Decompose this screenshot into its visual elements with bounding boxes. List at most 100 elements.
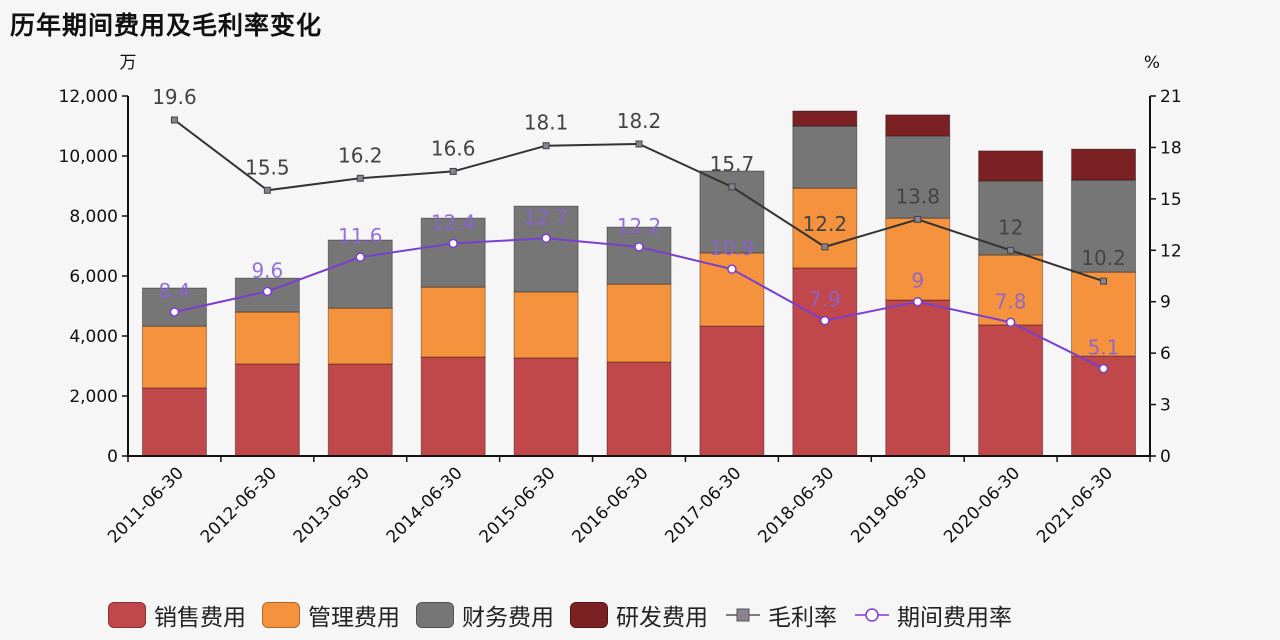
bar-segment [420,286,486,358]
bar-segment [606,361,672,457]
bar-segment [885,299,951,457]
legend-label: 财务费用 [462,605,554,631]
bar-segment [513,357,579,457]
bar-segment [141,387,207,457]
expense-rate-marker [1098,363,1109,374]
gross-margin-label: 15.5 [245,155,290,179]
gross-margin-marker [170,116,178,124]
legend-label: 期间费用率 [897,605,1012,631]
legend-square-marker-icon [724,602,762,628]
gross-margin-label: 10.2 [1081,246,1126,270]
legend-label: 销售费用 [154,605,246,631]
legend-item[interactable]: 研发费用 [570,598,708,632]
gross-margin-label: 12 [998,215,1023,239]
bar-segment [792,187,858,269]
gross-margin-marker [1100,277,1108,285]
bar-segment [513,205,579,293]
y-tick-label: 0 [107,447,118,467]
expense-rate-marker [1005,317,1016,328]
expense-rate-label: 12.7 [524,205,569,229]
bar-segment [1071,271,1137,357]
expense-rate-label: 12.4 [431,210,476,234]
bar-segment [978,150,1044,182]
x-tick-label: 2015-06-30 [476,463,560,547]
legend-label: 研发费用 [616,605,708,631]
bar-segment [234,363,300,457]
y2-tick-label: 12 [1160,241,1182,261]
y2-tick-label: 9 [1160,293,1171,313]
chart-legend: 销售费用 管理费用 财务费用 研发费用 毛利率 期间费用率 [108,598,1028,632]
y-tick-label: 2,000 [69,387,118,407]
x-tick-label: 2021-06-30 [1033,463,1117,547]
y2-tick-label: 6 [1160,344,1171,364]
legend-circle-marker-icon [853,602,891,628]
chart-title: 历年期间费用及毛利率变化 [10,11,323,40]
x-tick-label: 2012-06-30 [197,463,281,547]
expense-rate-label: 10.9 [710,236,755,260]
y-tick-label: 12,000 [59,87,118,107]
bar-segment [234,311,300,365]
y2-tick-label: 0 [1160,447,1171,467]
expense-rate-marker [820,315,830,326]
bar-segment [792,110,858,127]
bar-segment [699,252,765,327]
bar-segment [699,325,765,457]
legend-item[interactable]: 毛利率 [724,598,837,632]
expense-rate-marker [912,296,923,307]
expense-rate-marker [355,252,366,262]
expense-rate-marker [634,242,644,252]
bar-segment [606,226,672,285]
legend-item[interactable]: 销售费用 [108,598,246,632]
bar-segment [792,125,858,189]
bar-segment [1071,148,1137,181]
gross-margin-marker [449,167,457,175]
bar-segment [978,324,1044,457]
legend-label: 毛利率 [768,605,837,631]
legend-swatch-icon [108,602,146,628]
bar-segment [420,356,486,457]
y-tick-label: 4,000 [69,327,118,347]
legend-swatch-icon [262,602,300,628]
expense-rate-label: 12.2 [617,214,662,238]
expense-rate-label: 11.6 [338,224,383,248]
expense-rate-label: 8.4 [159,279,191,303]
y-tick-label: 10,000 [59,147,118,167]
expense-rate-label: 5.1 [1088,336,1120,360]
expense-rate-marker [727,264,737,274]
legend-swatch-icon [416,602,454,628]
x-tick-label: 2019-06-30 [847,463,931,547]
legend-item[interactable]: 期间费用率 [853,598,1012,632]
legend-item[interactable]: 财务费用 [416,598,554,632]
bar-segment [420,217,486,288]
bar-segment [327,363,393,457]
bar-segment [792,267,858,457]
x-tick-label: 2020-06-30 [940,463,1024,547]
x-tick-label: 2011-06-30 [104,463,188,547]
bar-segment [885,114,951,137]
y2-tick-label: 3 [1160,396,1171,416]
y2-tick-label: 18 [1160,138,1182,158]
x-tick-label: 2013-06-30 [290,463,374,547]
y2-tick-label: 15 [1160,190,1182,210]
bar-segment [978,254,1044,326]
y2-tick-label: 21 [1160,87,1182,107]
bar-segment [606,283,672,363]
gross-margin-label: 18.2 [617,109,662,133]
legend-item[interactable]: 管理费用 [262,598,400,632]
gross-margin-marker [1007,246,1015,254]
gross-margin-label: 12.2 [803,212,848,236]
gross-margin-label: 19.6 [152,85,197,109]
y2-axis-unit-label: % [1144,53,1160,73]
gross-margin-marker [821,243,829,251]
y-axis-unit-label: 万 [120,53,137,73]
gross-margin-marker [728,183,736,191]
gross-margin-label: 16.2 [338,143,383,167]
gross-margin-label: 18.1 [524,111,569,135]
bar-segment [141,325,207,389]
expense-rate-marker [541,233,551,244]
bar-segment [513,291,579,359]
gross-margin-marker [542,142,550,150]
x-tick-label: 2018-06-30 [754,463,838,547]
bar-segment [1071,179,1137,273]
